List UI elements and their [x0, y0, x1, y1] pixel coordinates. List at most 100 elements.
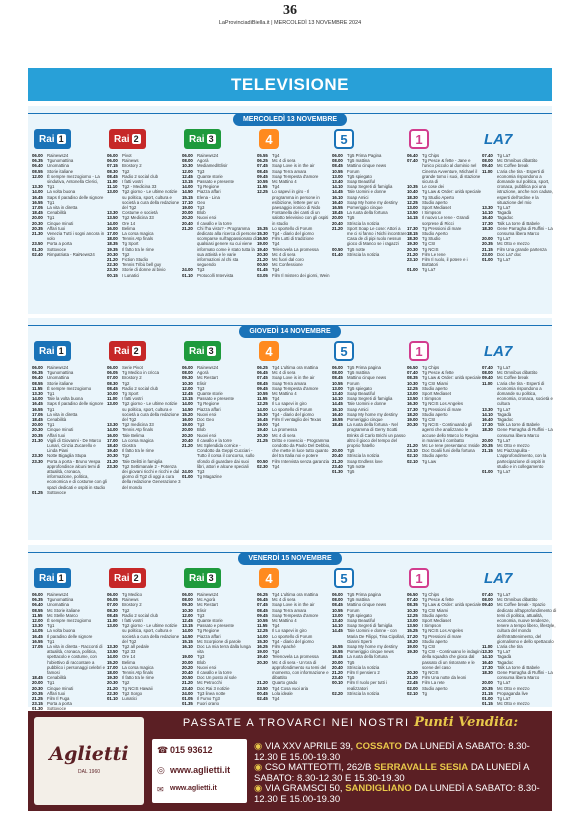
entry-time: 08.45	[257, 380, 268, 386]
entry-title: È sempre mezzogiorno - La sindutiva, Ant…	[47, 173, 100, 185]
entry-time: 10.55	[332, 168, 343, 174]
entry-title: Mc Storie italiane	[47, 607, 80, 613]
entry-time: 20.30	[407, 670, 418, 676]
entry-time: 17.05	[32, 644, 43, 650]
entry-time: 13.00	[332, 612, 343, 618]
schedule-entry: 16.55 Pomeriggio cinque	[332, 417, 407, 422]
schedule-entry: 23.50 Porta a porta	[32, 241, 107, 246]
entry-title: Mc Splendida cornice - Condotto da Geppi…	[197, 443, 255, 469]
entry-title: Tg5 notte	[347, 246, 366, 252]
entry-title: Cenabilità	[47, 210, 67, 216]
entry-title: Storie italiane	[47, 168, 74, 174]
italia1-logo: 1	[409, 341, 429, 361]
schedule-entry: 05.55 Tg4	[257, 153, 332, 158]
schedule-entry: 14.45 Tale Uomini e donne - con Maria De …	[332, 628, 407, 644]
entry-title: Serie Pivot	[122, 365, 143, 370]
entry-time: 14.00	[107, 654, 118, 660]
entry-title: Porta a porta - Bruno Vespa approfondisc…	[47, 458, 107, 490]
schedule-entry: 08.00 Agorà	[182, 370, 257, 375]
entry-time: 20.00	[32, 422, 43, 428]
entry-time: 13.15	[182, 179, 193, 185]
schedule-entry: 21.20 Film Le Iene	[407, 252, 482, 257]
schedule-entry: 20.00 Tg La7	[482, 236, 557, 241]
entry-time: 01.00	[482, 696, 493, 702]
entry-title: Cenabilità	[47, 675, 67, 681]
entry-title: Studio aperto	[422, 199, 448, 205]
entry-time: 13.30	[32, 623, 43, 629]
page-header: 36 LaProvinciadiBiella.it | MERCOLEDÌ 13…	[0, 0, 580, 30]
schedule-entry: 15.30 Tg4 - diario del giorno	[257, 231, 332, 236]
entry-time: 16.55	[332, 205, 343, 211]
entry-time: 13.00	[107, 401, 118, 407]
entry-title: Tg Magazine	[197, 474, 222, 480]
day-section: VENERDÌ 15 NOVEMBRE Rai 1 06.00 Rainews24 0…	[28, 545, 556, 711]
location-pin-icon: ◉	[254, 741, 263, 752]
day-label-text: GIOVEDÌ 14 NOVEMBRE	[239, 325, 341, 338]
entry-title: Tg4	[272, 184, 280, 190]
entry-time: 06.05	[107, 370, 118, 376]
entry-time: 12.25	[257, 628, 268, 634]
entry-title: Tg La7	[497, 437, 511, 443]
advertisement[interactable]: PASSATE A TROVARCI NEI NOSTRI Punti Vend…	[28, 711, 552, 811]
entry-time: 20.30	[257, 659, 268, 665]
entry-title: Tg La7	[422, 267, 436, 273]
entry-time: 21.20	[107, 257, 118, 263]
entry-time: 02.40	[32, 251, 43, 257]
website-link[interactable]: www.aglietti.it	[170, 765, 231, 775]
schedule-entry: 08.55 Mc Storie italiane	[32, 608, 107, 613]
schedule-entry: 01.10 Protocolli Intervista	[182, 273, 257, 278]
schedule-entry: 20.35 Mc Otto e mezzo	[482, 241, 557, 246]
entry-title: Tgunomattina	[47, 370, 74, 376]
schedule-entry: 09.40 Mc Coffee break	[482, 375, 557, 380]
website-link-2[interactable]: www.aglietti.it	[170, 785, 217, 792]
entry-title: Tg NCIS Los Angeles	[422, 401, 464, 407]
entry-title: Soap Beautiful	[347, 391, 375, 397]
address-city: SERRAVALLE SESIA	[374, 762, 469, 773]
entry-title: Tg CSI	[422, 417, 436, 423]
schedule-entry: 18.30 Tg Studio Aperto	[407, 195, 482, 200]
channel-logo: Rai 2	[109, 128, 182, 150]
program-list: 05.55 Tg4 06.25 Mc 4 di sera 07.45 Soap Love …	[257, 153, 332, 278]
entry-title: Doc Geo	[197, 417, 214, 423]
entry-time: 06.00	[32, 153, 43, 158]
entry-title: Mc Omnibus dibattito	[497, 370, 538, 376]
schedule-entry: 10.40 Tg Law & Order: unità speciale	[407, 189, 482, 194]
entry-time: 21.20	[332, 458, 343, 464]
entry-title: I Lunatici	[122, 272, 140, 278]
schedule-entry: 17.20 Tg Pressioni di mare	[407, 634, 482, 639]
schedule-entry: 08.35 Tg Law & Order: unità speciale	[407, 375, 482, 380]
entry-title: Radio 2 social club	[122, 612, 159, 618]
entry-time: 13.00	[407, 618, 418, 624]
schedule-entry: 06.00 Rainews24	[182, 365, 257, 370]
entry-title: Brostory 2	[122, 163, 142, 169]
schedule-entry: 06.45 Mc 4 di sera	[257, 597, 332, 602]
entry-title: La volta buona	[47, 189, 76, 195]
entry-title: Tg2	[122, 680, 130, 686]
schedule-entry: 19.40 La promessa	[257, 427, 332, 432]
entry-time: 21.25	[32, 696, 43, 702]
entry-title: Tgunomattina	[47, 597, 74, 603]
schedule-entry: 20.00 Tg1	[32, 215, 107, 220]
schedule-entry: 07.40 Tg Pesce & fette - Jane e l'unico p…	[407, 158, 482, 184]
schedule-entry: 01.10 Lunatici	[107, 696, 182, 701]
schedule-entry: 13.00 Tg5 spiegato	[332, 174, 407, 179]
schedule-entry: 08.55 Storie italiane	[32, 169, 107, 174]
entry-time: 11.55	[32, 385, 43, 391]
schedule-entry: 16.45 Saps Il paradiso delle signore	[32, 195, 107, 200]
entry-time: 13.30	[107, 644, 118, 650]
entry-time: 19.40	[257, 427, 268, 433]
entry-title: Tg5 notte	[347, 463, 366, 469]
schedule-entry: 06.25 Tg4 L'ultima ora mattina	[257, 592, 332, 597]
entry-time: 07.45	[257, 375, 268, 381]
entry-title: Belima	[122, 225, 136, 231]
schedule-entry: 07.00 Brostory 2	[107, 375, 182, 380]
schedule-entry: 19.40 Il fatto tra le rime	[107, 448, 182, 453]
schedule-entry: 21.20 Mc Splendida cornice - Condotto da …	[182, 443, 257, 469]
schedule-entry: 16.10 Soap Amici	[332, 195, 407, 200]
schedule-entry: 01.30 Sottovoce	[32, 706, 107, 711]
entry-time: 08.45	[332, 163, 343, 169]
entry-time: 23.30	[32, 453, 43, 459]
entry-title: Mc Omnibus dibattito	[497, 597, 538, 603]
entry-time: 06.35	[32, 158, 43, 164]
entry-title: Tale Uomini e donne	[347, 401, 387, 407]
